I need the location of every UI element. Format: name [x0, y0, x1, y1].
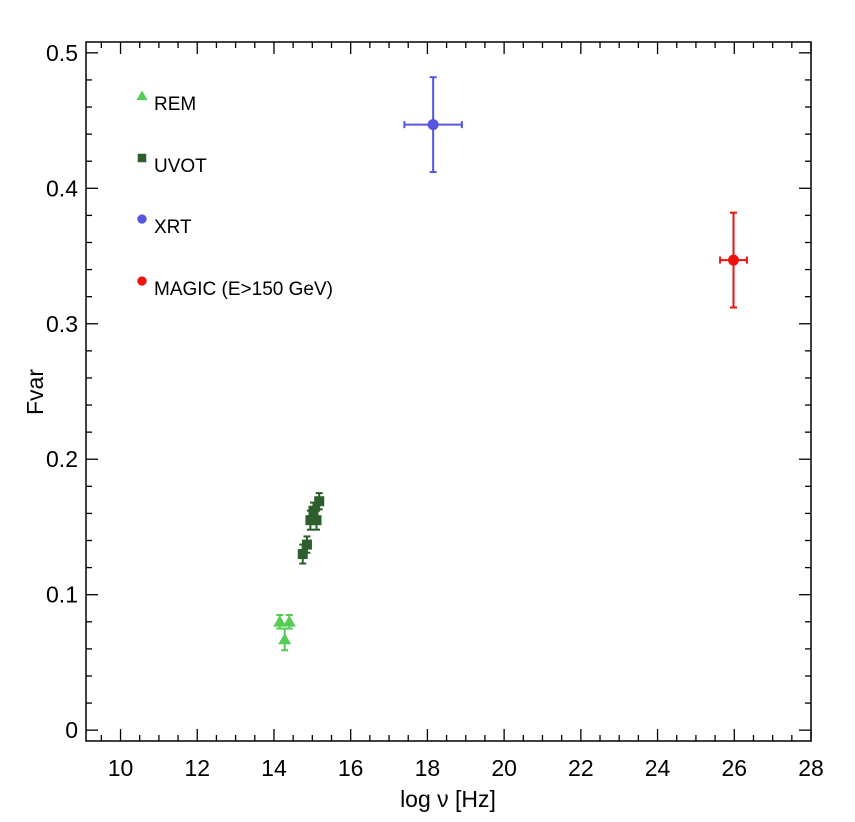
x-tick-label: 20 [491, 755, 517, 781]
x-tick-label: 18 [415, 755, 441, 781]
xrt-point [427, 119, 439, 131]
uvot-point [305, 515, 316, 526]
x-tick-label: 10 [108, 755, 134, 781]
uvot-point [297, 549, 308, 560]
x-tick-label: 26 [721, 755, 747, 781]
axis-ticks [86, 42, 812, 741]
magic-e-150-gev-point [728, 254, 740, 266]
x-tick-label: 16 [338, 755, 364, 781]
legend-label-rem: REM [154, 94, 196, 115]
uvot-point [301, 539, 312, 550]
y-tick-label: 0.5 [46, 40, 78, 66]
rem-point [273, 615, 287, 627]
x-tick-label: 28 [798, 755, 824, 781]
x-tick-label: 12 [184, 755, 210, 781]
y-axis-title: Fvar [22, 369, 48, 415]
legend-marker-xrt [137, 214, 147, 224]
rem-point [278, 632, 292, 645]
x-tick-labels: 10 12 14 16 18 20 22 24 26 28 [108, 755, 824, 781]
y-tick-labels: 0 0.1 0.2 0.3 0.4 0.5 [46, 40, 78, 743]
x-tick-label: 14 [261, 755, 287, 781]
y-tick-label: 0.2 [46, 446, 78, 472]
x-tick-label: 22 [568, 755, 594, 781]
error-bars [276, 76, 748, 652]
y-tick-label: 0.3 [46, 311, 78, 337]
x-axis-title: log ν [Hz] [400, 786, 496, 812]
rem-point [282, 615, 296, 627]
uvot-point [308, 505, 319, 516]
y-tick-label: 0.1 [46, 582, 78, 608]
uvot-point [314, 496, 325, 507]
x-tick-label: 24 [645, 755, 671, 781]
legend-label-xrt: XRT [154, 217, 192, 238]
plot-frame [85, 41, 812, 742]
legend-label-magic-e-150-gev: MAGIC (E>150 GeV) [154, 279, 333, 300]
y-tick-label: 0 [65, 717, 78, 743]
legend: REM UVOT XRT MAGIC (E>150 GeV) [136, 90, 333, 300]
data-points [273, 119, 740, 645]
legend-marker-rem [136, 90, 148, 101]
legend-marker-magic-e-150-gev [137, 276, 147, 286]
legend-label-uvot: UVOT [154, 156, 207, 177]
uvot-point [311, 515, 322, 526]
y-tick-label: 0.4 [46, 175, 78, 201]
legend-marker-uvot [137, 153, 147, 163]
